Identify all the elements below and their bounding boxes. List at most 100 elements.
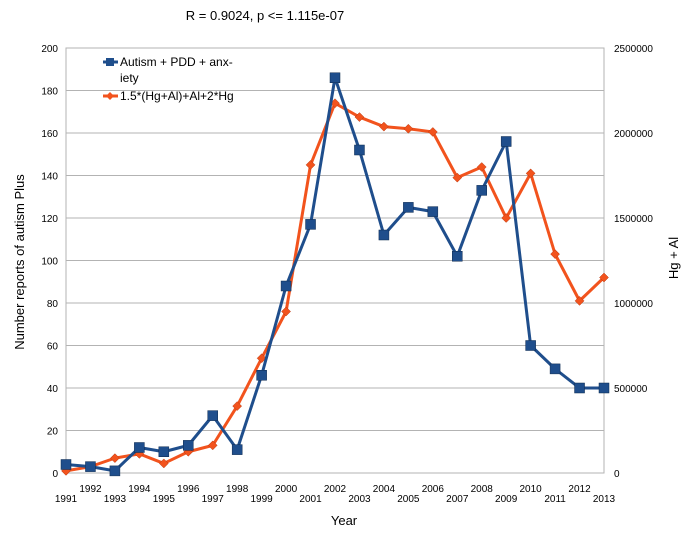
y2-tick-label: 500000: [614, 384, 648, 395]
x-axis-ticks: 1991199219931994199519961997199819992000…: [55, 484, 616, 505]
data-point: [501, 213, 512, 223]
y-tick-label: 160: [41, 129, 58, 140]
legend-entry: 1.5*(Hg+Al)+Al+2*Hg: [103, 89, 234, 103]
y2-tick-label: 2500000: [614, 44, 653, 55]
data-point: [305, 219, 316, 230]
y2-tick-label: 0: [614, 469, 620, 480]
x-tick-label: 1993: [104, 494, 127, 505]
plot-frame: [65, 47, 605, 474]
x-tick-label: 1995: [153, 494, 176, 505]
right-axis-ticks: 0 500000 1000000 1500000 2000000 2500000: [614, 44, 653, 480]
x-tick-label: 2010: [520, 484, 543, 495]
x-tick-label: 1992: [79, 484, 102, 495]
data-point: [134, 442, 145, 453]
x-tick-label: 2011: [544, 494, 566, 505]
left-axis-ticks: 0 20 40 60 80 100 120 140 160 180 200: [41, 44, 58, 480]
legend-label: 1.5*(Hg+Al)+Al+2*Hg: [120, 89, 234, 103]
x-tick-label: 2007: [446, 494, 469, 505]
x-tick-label: 2008: [471, 484, 494, 495]
data-point: [476, 162, 487, 172]
y-tick-label: 140: [41, 172, 58, 183]
data-point: [550, 249, 560, 259]
data-point: [452, 251, 463, 262]
data-point: [354, 112, 365, 122]
x-tick-label: 1998: [226, 484, 249, 495]
y-tick-label: 0: [52, 469, 58, 480]
x-tick-label: 1991: [55, 494, 78, 505]
data-point: [574, 296, 585, 306]
y-axis-title: Number reports of autism Plus: [12, 174, 27, 350]
x-tick-label: 1997: [202, 494, 225, 505]
x-tick-label: 1996: [177, 484, 200, 495]
x-tick-label: 1994: [128, 484, 151, 495]
legend-label: iety: [120, 71, 139, 85]
data-point: [183, 440, 194, 451]
x-tick-label: 2009: [495, 494, 518, 505]
data-point: [60, 459, 72, 470]
x-tick-label: 2012: [568, 484, 591, 495]
y-tick-label: 200: [41, 44, 58, 55]
data-point: [403, 123, 414, 134]
series-layer: [60, 72, 610, 477]
series-autism: [60, 72, 610, 477]
data-point: [207, 410, 218, 421]
x-tick-label: 2003: [348, 494, 371, 505]
data-point: [158, 446, 170, 457]
y2-tick-label: 1500000: [614, 214, 653, 225]
legend-entry: Autism + PDD + anx-iety: [103, 55, 233, 85]
x-tick-label: 2004: [373, 484, 396, 495]
y2-tick-label: 2000000: [614, 129, 653, 140]
y-tick-label: 180: [41, 87, 58, 98]
data-point: [452, 172, 463, 183]
data-point: [598, 382, 610, 394]
data-point: [158, 458, 169, 469]
data-point: [207, 440, 218, 451]
data-point: [85, 461, 96, 472]
data-point: [403, 202, 414, 213]
y-tick-label: 40: [47, 384, 59, 395]
y-tick-label: 20: [47, 427, 59, 438]
y2-axis-title: Hg + Al: [666, 237, 681, 279]
x-tick-label: 2013: [593, 494, 616, 505]
x-tick-label: 2002: [324, 484, 347, 495]
gridlines: [66, 47, 604, 474]
data-point: [500, 136, 512, 147]
y-tick-label: 60: [47, 342, 59, 353]
data-point: [525, 340, 536, 351]
legend: Autism + PDD + anx-iety 1.5*(Hg+Al)+Al+2*…: [103, 55, 234, 103]
legend-label: Autism + PDD + anx-: [120, 55, 233, 69]
data-point: [280, 280, 292, 292]
data-point: [574, 382, 585, 394]
data-point: [599, 272, 609, 283]
data-point: [256, 370, 267, 381]
data-point: [329, 72, 341, 83]
series-line: [65, 76, 604, 473]
data-point: [110, 453, 120, 463]
chart-title: R = 0.9024, p <= 1.115e-07: [186, 8, 344, 23]
data-point: [379, 121, 389, 132]
legend-swatch-marker: [106, 92, 114, 100]
data-point: [378, 229, 390, 241]
data-point: [427, 206, 439, 217]
y2-tick-label: 1000000: [614, 299, 653, 310]
data-point: [427, 127, 438, 137]
data-point: [354, 144, 365, 156]
x-tick-label: 1999: [251, 494, 274, 505]
data-point: [232, 401, 243, 411]
data-point: [231, 444, 243, 455]
x-axis-title: Year: [331, 513, 358, 528]
x-tick-label: 2006: [422, 484, 445, 495]
data-point: [549, 363, 561, 375]
x-tick-label: 2001: [299, 494, 322, 505]
data-point: [476, 185, 487, 196]
data-point: [256, 353, 267, 364]
data-point: [281, 306, 291, 317]
x-tick-label: 2000: [275, 484, 298, 495]
y-tick-label: 120: [41, 214, 58, 225]
y-tick-label: 80: [47, 299, 59, 310]
series-hg-al: [61, 98, 609, 476]
data-point: [525, 168, 536, 179]
data-point: [305, 160, 316, 170]
data-point: [109, 465, 121, 477]
y-tick-label: 100: [41, 257, 58, 268]
